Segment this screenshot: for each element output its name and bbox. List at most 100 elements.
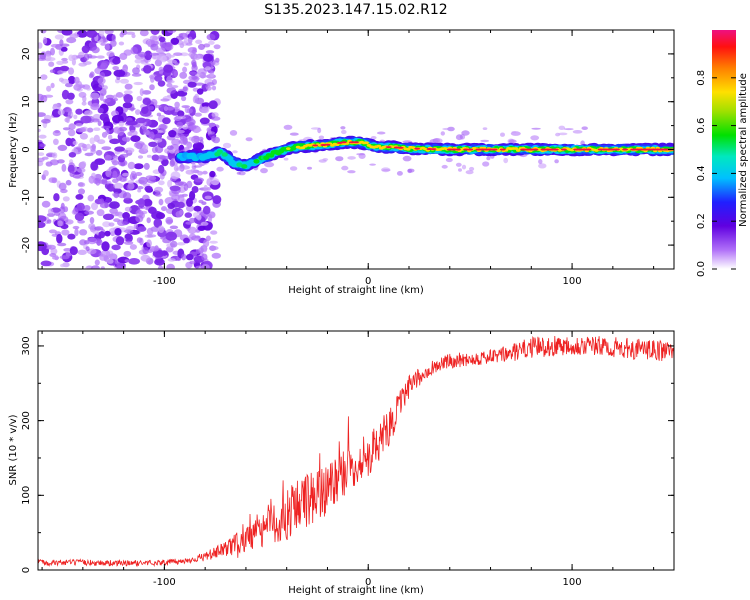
spectrogram-ridge-peak	[581, 148, 588, 151]
spectrogram-noise-blob	[72, 207, 79, 215]
spectrogram-noise-blob	[201, 253, 208, 261]
spectrogram-noise-blob	[89, 217, 95, 224]
spectrogram-noise-blob	[185, 42, 193, 46]
spectrogram-noise-blob	[119, 153, 129, 158]
spectrogram-ridge-peak	[544, 148, 551, 151]
spectrogram-noise-blob	[112, 155, 120, 160]
spectrogram-noise-blob	[176, 121, 184, 128]
x-tick-label: 100	[563, 577, 582, 588]
spectrogram-noise-blob	[347, 156, 356, 160]
spectrogram-ridge-peak	[475, 148, 482, 151]
spectrogram-ylabel: Frequency (Hz)	[8, 112, 19, 188]
spectrogram-noise-blob	[87, 237, 98, 245]
spectrogram-noise-blob	[205, 50, 215, 54]
spectrogram-noise-blob	[155, 47, 166, 54]
spectrogram-noise-blob	[166, 75, 173, 84]
spectrogram-noise-blob	[442, 127, 452, 131]
spectrogram-noise-blob	[85, 143, 91, 150]
spectrogram-noise-blob	[160, 55, 168, 63]
spectrogram-noise-blob	[194, 82, 205, 86]
spectrogram-noise-blob	[465, 170, 474, 175]
spectrogram-noise-blob	[160, 236, 167, 240]
spectrogram-ridge-peak	[577, 148, 584, 151]
spectrogram-noise-blob	[209, 240, 218, 244]
spectrogram-noise-blob	[110, 39, 117, 47]
spectrogram-noise-blob	[54, 255, 59, 261]
spectrogram-noise-blob	[58, 77, 64, 83]
spectrogram-noise-blob	[99, 254, 107, 261]
spectrogram-noise-blob	[91, 265, 100, 269]
spectrogram-noise-blob	[206, 33, 216, 41]
spectrogram-noise-blob	[176, 115, 186, 120]
spectrogram-noise-blob	[165, 216, 173, 225]
spectrogram-noise-blob	[175, 129, 185, 134]
spectrogram-ridge-peak	[414, 147, 421, 150]
spectrogram-noise-blob	[177, 194, 185, 198]
spectrogram-noise-blob	[340, 126, 346, 130]
spectrogram-noise-blob	[173, 164, 179, 172]
spectrogram-noise-blob	[154, 186, 164, 193]
colorbar-tick-label: 0.4	[696, 165, 707, 181]
spectrogram-noise-blob	[165, 231, 177, 241]
spectrogram-noise-blob	[169, 225, 179, 230]
spectrogram-noise-blob	[104, 30, 114, 35]
spectrogram-noise-blob	[159, 155, 170, 160]
spectrogram-noise-blob	[180, 165, 191, 170]
spectrogram-noise-blob	[90, 145, 96, 152]
spectrogram-noise-blob	[81, 45, 90, 54]
spectrogram-noise-blob	[68, 123, 76, 130]
spectrogram-noise-blob	[232, 150, 238, 154]
spectrogram-ridge-peak	[638, 148, 645, 151]
spectrogram-noise-blob	[51, 177, 58, 184]
spectrogram-noise-blob	[91, 118, 100, 123]
spectrogram-noise-blob	[335, 156, 344, 162]
spectrogram-noise-blob	[59, 65, 70, 72]
spectrogram-noise-blob	[182, 86, 188, 92]
colorbar-tick-label: 0.2	[696, 213, 707, 229]
spectrogram-noise-blob	[99, 72, 106, 79]
spectrogram-noise-blob	[206, 178, 212, 186]
spectrogram-noise-blob	[49, 159, 60, 166]
spectrogram-noise-blob	[482, 127, 488, 130]
spectrogram-noise-blob	[77, 182, 86, 188]
spectrogram-noise-blob	[86, 30, 98, 38]
spectrogram-noise-blob	[38, 42, 43, 49]
spectrogram-noise-blob	[132, 67, 140, 75]
spectrogram-ridge-peak	[548, 148, 555, 151]
spectrogram-noise-blob	[402, 155, 412, 162]
spectrogram-noise-blob	[208, 100, 218, 110]
spectrogram-noise-blob	[260, 168, 268, 174]
spectrogram-noise-blob	[41, 156, 49, 160]
spectrogram-noise-blob	[200, 221, 209, 226]
snr-ylabel: SNR (10 * v/v)	[8, 414, 19, 485]
spectrogram-noise-blob	[158, 123, 167, 131]
spectrogram-noise-blob	[206, 82, 215, 86]
spectrogram-noise-blob	[92, 230, 100, 235]
spectrogram-noise-blob	[91, 46, 100, 54]
spectrogram-noise-blob	[111, 244, 121, 251]
spectrogram-noise-blob	[99, 201, 110, 209]
snr-series-line	[38, 335, 674, 568]
spectrogram-noise-blob	[341, 129, 347, 135]
spectrogram-noise-blob	[455, 162, 462, 167]
x-tick-label: 0	[365, 577, 371, 588]
spectrogram-noise-blob	[141, 106, 149, 115]
spectrogram-ridge-peak	[528, 148, 535, 151]
spectrogram-noise-blob	[136, 237, 143, 243]
spectrogram-noise-blob	[194, 112, 202, 117]
spectrogram-noise-blob	[53, 103, 59, 107]
spectrogram-noise-blob	[187, 81, 197, 88]
spectrogram-noise-blob	[119, 32, 125, 38]
spectrogram-noise-blob	[222, 142, 232, 149]
spectrogram-noise-blob	[119, 78, 129, 84]
spectrogram-noise-blob	[203, 53, 214, 62]
spectrogram-noise-blob	[307, 166, 312, 170]
spectrogram-noise-blob	[198, 199, 204, 204]
spectrogram-noise-blob	[190, 125, 199, 128]
spectrogram-noise-blob	[67, 233, 76, 240]
spectrogram-noise-blob	[200, 171, 209, 175]
spectrogram-ridge-point	[405, 147, 411, 151]
spectrogram-noise-blob	[135, 109, 141, 115]
spectrogram-noise-blob	[154, 59, 162, 67]
